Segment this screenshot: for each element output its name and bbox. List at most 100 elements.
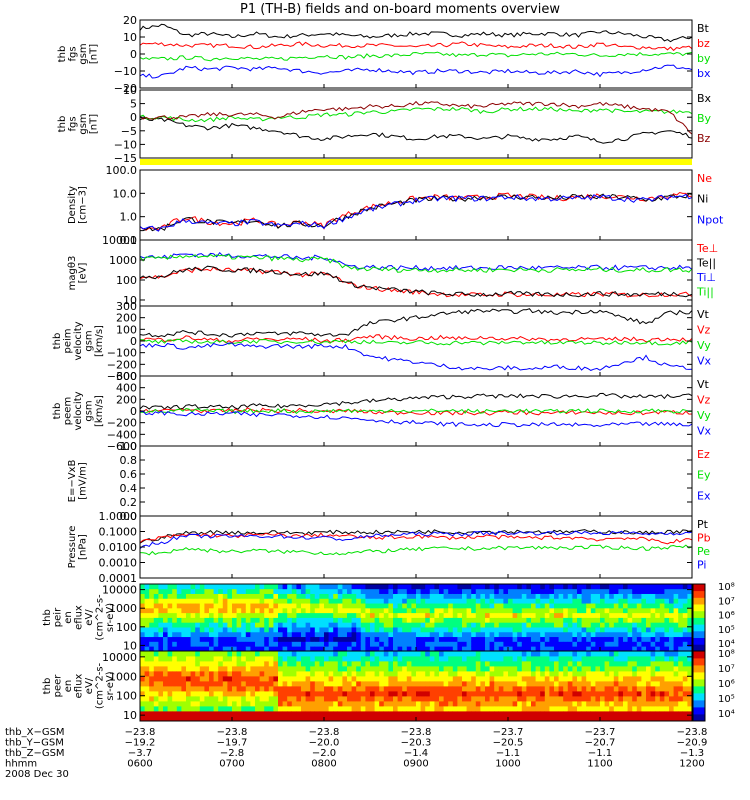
spectrogram-cell bbox=[383, 622, 389, 628]
spectrogram-cell bbox=[549, 622, 555, 628]
colorbar-frame bbox=[692, 650, 706, 722]
spectrogram-cell bbox=[521, 701, 527, 707]
spectrogram-cell bbox=[503, 686, 509, 692]
spectrogram-cell bbox=[296, 676, 302, 682]
spectrogram-cell bbox=[388, 631, 394, 638]
spectrogram-cell bbox=[673, 656, 679, 662]
spectrogram-cell bbox=[554, 631, 559, 638]
spectrogram-cell bbox=[232, 646, 237, 652]
spectrogram-cell bbox=[480, 656, 486, 662]
spectrogram-cell bbox=[609, 646, 615, 652]
spectrogram-cell bbox=[255, 636, 260, 642]
spectrogram-cell bbox=[158, 686, 164, 692]
spectrogram-cell bbox=[567, 646, 573, 652]
spectrogram-cell bbox=[287, 607, 293, 614]
spectrogram-cell bbox=[531, 588, 536, 594]
spectrogram-cell bbox=[526, 584, 532, 590]
spectrogram-cell bbox=[457, 646, 463, 652]
colorbar-cell bbox=[693, 655, 705, 659]
spectrogram-cell bbox=[439, 711, 444, 717]
spectrogram-cell bbox=[485, 671, 490, 677]
spectrogram-cell bbox=[181, 711, 187, 717]
spectrogram-cell bbox=[282, 641, 288, 647]
spectrogram-cell bbox=[457, 651, 463, 657]
spectrogram-cell bbox=[374, 631, 380, 638]
spectrogram-cell bbox=[333, 617, 339, 623]
spectrogram-cell bbox=[282, 627, 288, 633]
spectrogram-cell bbox=[416, 584, 421, 590]
spectrogram-cell bbox=[659, 651, 665, 657]
spectrogram-cell bbox=[186, 681, 191, 687]
spectrogram-cell bbox=[273, 681, 279, 687]
spectrogram-cell bbox=[503, 661, 509, 667]
colorbar-cell bbox=[693, 633, 705, 636]
spectrogram-cell bbox=[209, 666, 214, 672]
spectrogram-cell bbox=[577, 701, 582, 707]
spectrogram-cell bbox=[636, 588, 642, 594]
spectrogram-cell bbox=[374, 612, 380, 618]
spectrogram-cell bbox=[650, 696, 656, 702]
spectrogram-cell bbox=[567, 676, 573, 682]
spectrogram-cell bbox=[140, 671, 145, 677]
spectrogram-cell bbox=[498, 641, 504, 647]
colorbar-cell bbox=[693, 667, 705, 671]
spectrogram-cell bbox=[388, 617, 394, 623]
spectrogram-cell bbox=[301, 636, 306, 642]
spectrogram-cell bbox=[186, 706, 191, 712]
spectrogram-cell bbox=[429, 631, 435, 638]
spectrogram-cell bbox=[305, 588, 311, 594]
spectrogram-cell bbox=[498, 701, 504, 707]
x-axis-value: 0700 bbox=[219, 759, 244, 770]
spectrogram-cell bbox=[250, 676, 256, 682]
spectrogram-cell bbox=[425, 706, 431, 712]
spectrogram-cell bbox=[163, 681, 168, 687]
spectrogram-cell bbox=[531, 711, 536, 717]
spectrogram-cell bbox=[669, 681, 674, 687]
spectrogram-cell bbox=[374, 593, 380, 599]
spectrogram-cell bbox=[255, 716, 260, 722]
spectrogram-cell bbox=[655, 686, 661, 692]
spectrogram-cell bbox=[167, 607, 173, 614]
spectrogram-cell bbox=[310, 636, 316, 642]
spectrogram-cell bbox=[526, 651, 532, 657]
y-axis-label: velocity bbox=[73, 391, 84, 430]
spectrogram-cell bbox=[144, 627, 150, 633]
colorbar-tick-label: 10⁴ bbox=[718, 639, 735, 650]
spectrogram-cell bbox=[287, 706, 293, 712]
spectrogram-cell bbox=[554, 598, 559, 604]
spectrogram-cell bbox=[425, 588, 431, 594]
spectrogram-cell bbox=[673, 588, 679, 594]
y-axis-label: gsm bbox=[78, 43, 89, 64]
spectrogram-cell bbox=[319, 593, 325, 599]
spectrogram-cell bbox=[554, 593, 559, 599]
spectrogram-cell bbox=[416, 631, 421, 638]
spectrogram-cell bbox=[673, 651, 679, 657]
spectrogram-cell bbox=[190, 631, 196, 638]
spectrogram-cell bbox=[328, 666, 334, 672]
spectrogram-cell bbox=[140, 603, 145, 609]
spectrogram-cell bbox=[558, 612, 564, 618]
legend-label: by bbox=[697, 52, 711, 65]
spectrogram-cell bbox=[360, 617, 366, 623]
legend-label: Ey bbox=[697, 469, 711, 482]
spectrogram-cell bbox=[600, 584, 605, 590]
spectrogram-cell bbox=[475, 588, 481, 594]
spectrogram-cell bbox=[604, 612, 610, 618]
spectrogram-cell bbox=[190, 681, 196, 687]
spectrogram-cell bbox=[181, 676, 187, 682]
spectrogram-cell bbox=[526, 686, 532, 692]
spectrogram-cell bbox=[176, 716, 182, 722]
spectrogram-cell bbox=[287, 593, 293, 599]
spectrogram-cell bbox=[374, 607, 380, 614]
spectrogram-cell bbox=[420, 631, 426, 638]
spectrogram-cell bbox=[572, 603, 578, 609]
spectrogram-cell bbox=[393, 686, 398, 692]
spectrogram-cell bbox=[678, 706, 684, 712]
spectrogram-cell bbox=[641, 671, 647, 677]
y-tick-label: −5 bbox=[121, 125, 137, 138]
spectrogram-cell bbox=[600, 711, 605, 717]
spectrogram-cell bbox=[153, 676, 159, 682]
spectrogram-cell bbox=[209, 598, 214, 604]
spectrogram-cell bbox=[590, 641, 596, 647]
spectrogram-cell bbox=[232, 603, 237, 609]
